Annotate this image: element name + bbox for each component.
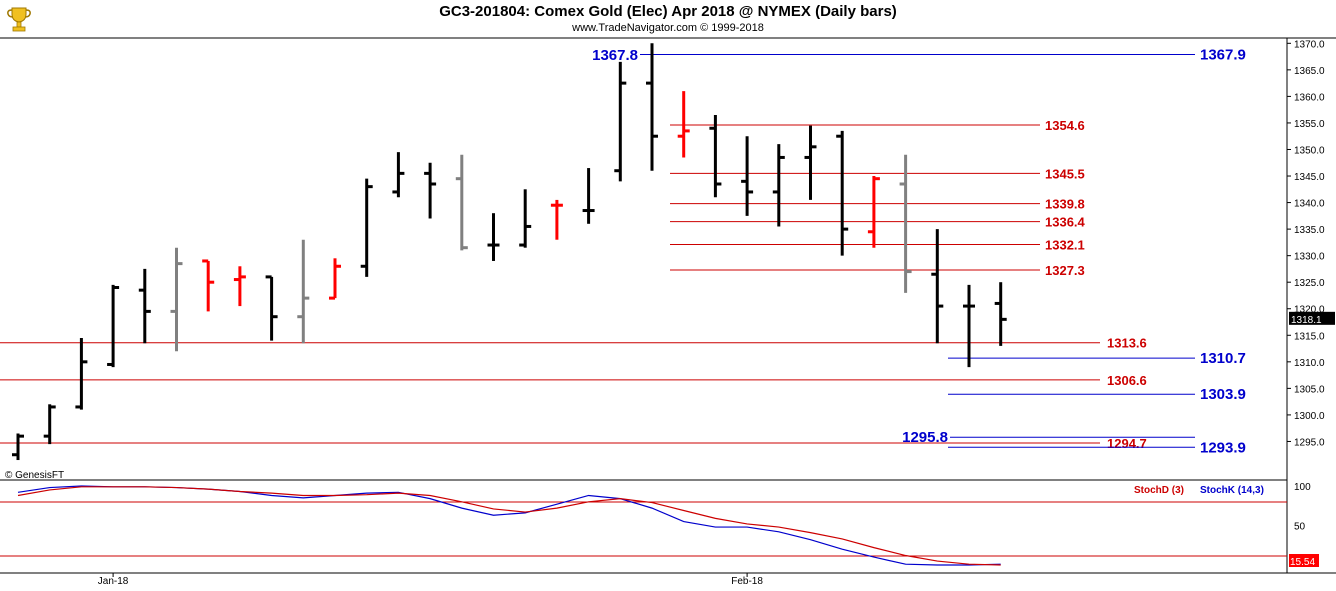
stoch-series-line: [17, 486, 1001, 566]
watermark-text: © GenesisFT: [5, 470, 64, 481]
price-level-left-label: 1295.8: [902, 429, 948, 446]
ohlc-bar: [170, 247, 183, 352]
price-tick-label: 1370.0: [1294, 39, 1325, 50]
ohlc-bar: [487, 213, 500, 261]
ohlc-bar: [582, 168, 595, 224]
chart-header: GC3-201804: Comex Gold (Elec) Apr 2018 @…: [0, 0, 1336, 38]
ohlc-bar: [12, 433, 24, 461]
price-level-label: 1294.7: [1107, 436, 1147, 451]
price-tick-label: 1315.0: [1294, 331, 1325, 342]
ohlc-bar: [709, 114, 722, 198]
price-tick-label: 1365.0: [1294, 66, 1325, 77]
last-price-box: [1289, 311, 1335, 325]
price-level-label: 1310.7: [1200, 350, 1246, 367]
price-level-label: 1339.8: [1045, 197, 1085, 212]
price-level-left-label: 1367.8: [592, 47, 638, 64]
ohlc-bar: [265, 275, 278, 341]
ohlc-bar: [329, 258, 341, 300]
ohlc-bar: [550, 199, 563, 240]
ohlc-bar: [43, 404, 56, 445]
date-tick-label: Jan-18: [98, 576, 129, 587]
ohlc-bars-layer: [12, 43, 1007, 461]
stochastic-layer: StochD (3) StochK (14,3): [0, 485, 1287, 566]
price-tick-label: 1325.0: [1294, 278, 1325, 289]
stoch-tick-label: 50: [1294, 522, 1306, 533]
trophy-logo-icon: [7, 7, 31, 32]
price-tick-label: 1340.0: [1294, 199, 1325, 210]
stochd-legend: StochD (3): [1134, 485, 1184, 496]
chart-title: GC3-201804: Comex Gold (Elec) Apr 2018 @…: [439, 3, 897, 20]
ohlc-bar: [963, 284, 975, 368]
price-tick-label: 1310.0: [1294, 358, 1325, 369]
ohlc-bar: [138, 268, 151, 344]
ohlc-bar: [392, 152, 405, 198]
stoch-value-box: [1289, 554, 1319, 567]
price-level-label: 1313.6: [1107, 336, 1147, 351]
ohlc-bar: [677, 91, 690, 158]
price-axis-layer: 1295.0 1300.0 1305.0 1310.0 1315.0 1320.0 1325…: [98, 39, 1335, 587]
price-level-label: 1293.9: [1200, 439, 1246, 456]
price-level-label: 1345.5: [1045, 166, 1085, 181]
price-level-label: 1332.1: [1045, 238, 1085, 253]
price-level-label: 1327.3: [1045, 263, 1085, 278]
last-price-label: 1318.1: [1291, 315, 1322, 326]
price-tick-label: 1360.0: [1294, 92, 1325, 103]
price-level-label: 1336.4: [1045, 215, 1086, 230]
stoch-value-label: 15.54: [1290, 557, 1315, 568]
chart-subtitle: www.TradeNavigator.com © 1999-2018: [572, 22, 764, 34]
price-tick-label: 1295.0: [1294, 437, 1325, 448]
price-tick-label: 1300.0: [1294, 411, 1325, 422]
chart-frame: [0, 37, 1336, 574]
ohlc-bar: [804, 125, 817, 200]
ohlc-bar: [899, 154, 912, 293]
ohlc-bar: [424, 162, 437, 219]
ohlc-bar: [867, 176, 880, 248]
price-level-label: 1354.6: [1045, 118, 1085, 133]
ohlc-bar: [931, 229, 944, 344]
price-tick-label: 1320.0: [1294, 305, 1325, 316]
price-tick-label: 1345.0: [1294, 172, 1325, 183]
price-level-label: 1367.9: [1200, 46, 1246, 63]
ohlc-bar: [360, 178, 373, 277]
price-axis-bg: [1287, 38, 1336, 573]
ohlc-bar: [297, 239, 310, 344]
ohlc-bar: [741, 136, 754, 216]
stoch-series-line: [17, 485, 1001, 566]
price-tick-label: 1335.0: [1294, 225, 1325, 236]
ohlc-bar: [772, 144, 785, 227]
ohlc-bar: [519, 189, 532, 248]
ohlc-bar: [836, 130, 849, 256]
support-resistance-layer: 1367.9 1354.6 1345.5 1339.8 1336.4 1332.1 1327…: [0, 46, 1246, 456]
stochk-legend: StochK (14,3): [1200, 485, 1264, 496]
ohlc-bar: [455, 154, 468, 251]
ohlc-bar: [994, 282, 1007, 346]
stoch-tick-label: 100: [1294, 482, 1311, 493]
ohlc-bar: [75, 337, 88, 410]
price-tick-label: 1355.0: [1294, 119, 1325, 130]
ohlc-bar: [233, 266, 246, 307]
date-tick-label: Feb-18: [731, 576, 763, 587]
price-level-label: 1303.9: [1200, 386, 1246, 403]
price-tick-label: 1330.0: [1294, 252, 1325, 263]
price-level-label: 1306.6: [1107, 373, 1147, 388]
ohlc-bar: [107, 284, 120, 368]
price-tick-label: 1305.0: [1294, 384, 1325, 395]
ohlc-bar: [646, 43, 658, 171]
ohlc-bar: [614, 61, 627, 182]
price-tick-label: 1350.0: [1294, 145, 1325, 156]
ohlc-bar: [202, 259, 215, 312]
